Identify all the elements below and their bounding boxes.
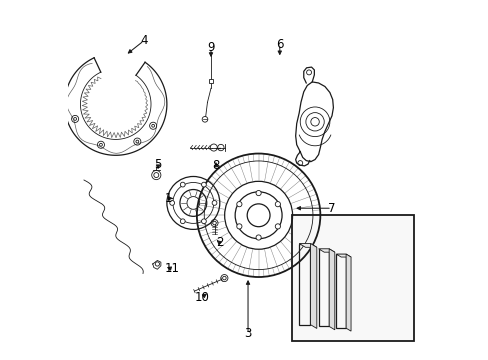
Polygon shape: [318, 249, 334, 252]
Circle shape: [236, 224, 242, 229]
Text: 4: 4: [140, 34, 147, 47]
Text: 9: 9: [207, 41, 214, 54]
Circle shape: [154, 172, 159, 177]
Circle shape: [222, 276, 225, 280]
Circle shape: [256, 235, 261, 240]
Text: 10: 10: [194, 291, 209, 303]
Text: 7: 7: [327, 202, 335, 215]
Text: 3: 3: [244, 327, 251, 340]
Bar: [291, 215, 413, 341]
Circle shape: [169, 201, 174, 205]
Circle shape: [275, 224, 280, 229]
Bar: [208, 80, 213, 83]
Circle shape: [212, 221, 216, 225]
Circle shape: [236, 202, 242, 207]
Circle shape: [74, 117, 76, 120]
Circle shape: [275, 202, 280, 207]
Circle shape: [256, 190, 261, 195]
Polygon shape: [328, 249, 334, 330]
Polygon shape: [299, 243, 316, 247]
Circle shape: [180, 219, 185, 224]
Polygon shape: [336, 254, 350, 257]
Circle shape: [100, 143, 102, 146]
Circle shape: [201, 219, 206, 224]
Text: 2: 2: [216, 236, 223, 249]
Text: 6: 6: [275, 38, 283, 51]
Text: 5: 5: [154, 158, 162, 171]
Circle shape: [212, 201, 217, 205]
Circle shape: [201, 182, 206, 187]
Text: 11: 11: [164, 262, 179, 275]
Circle shape: [180, 182, 185, 187]
Polygon shape: [346, 254, 350, 331]
Circle shape: [136, 140, 139, 143]
Text: 1: 1: [164, 192, 172, 205]
Polygon shape: [310, 243, 316, 328]
Text: 8: 8: [212, 159, 220, 172]
Circle shape: [151, 124, 154, 127]
